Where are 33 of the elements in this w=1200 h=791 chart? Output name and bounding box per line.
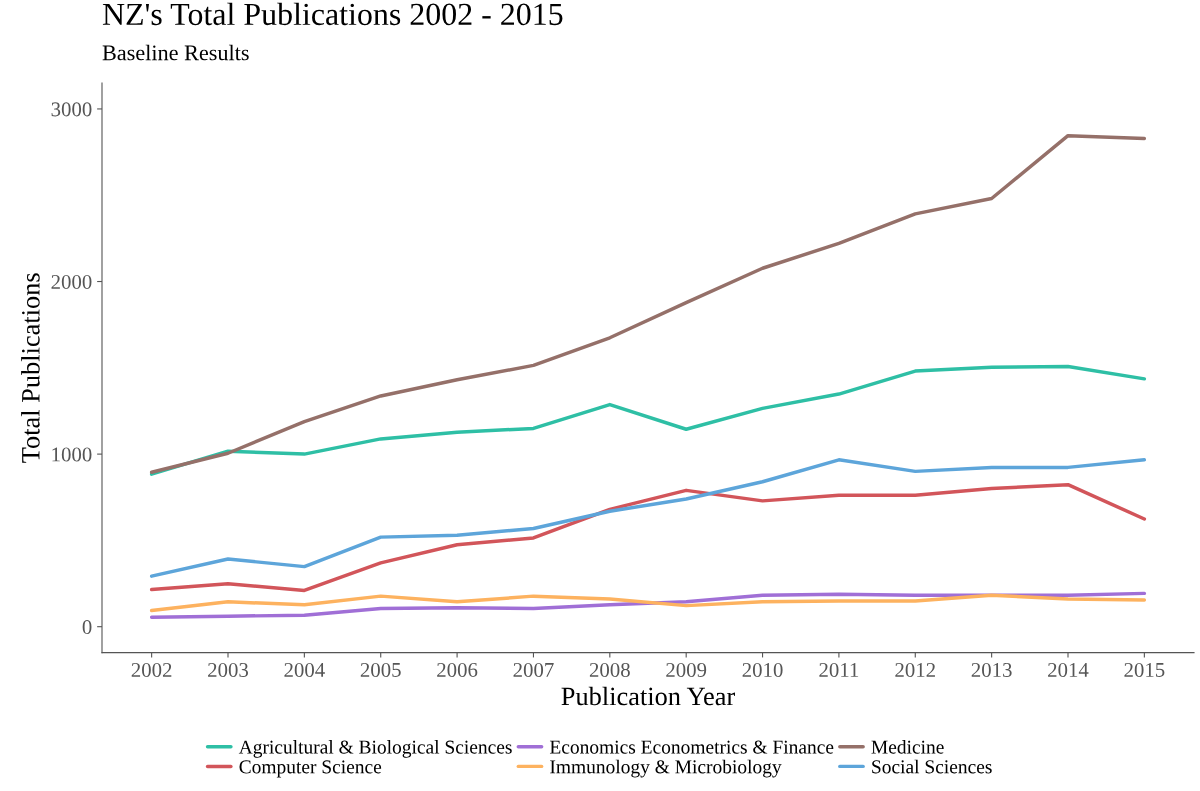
x-tick-label: 2013 xyxy=(971,662,1012,677)
x-tick-label: 2006 xyxy=(437,662,478,677)
x-tick-label: 2008 xyxy=(589,662,630,677)
x-tick-label: 2015 xyxy=(1124,662,1165,677)
line-series xyxy=(149,482,1147,593)
line-series xyxy=(149,458,1147,578)
legend-label: Social Sciences xyxy=(872,759,992,774)
line-series xyxy=(149,593,1147,613)
line-series xyxy=(149,364,1147,476)
chart-title: NZ's Total Publications 2002 - 2015 xyxy=(102,2,563,26)
y-tick-label: 3000 xyxy=(51,102,92,117)
x-tick-label: 2012 xyxy=(895,662,935,677)
x-tick-label: 2010 xyxy=(742,662,783,677)
y-tick-label: 1000 xyxy=(52,447,92,462)
legend-label: Medicine xyxy=(871,740,944,754)
x-tick-label: 2009 xyxy=(666,662,707,677)
legend-label: Immunology & Microbiology xyxy=(550,759,782,778)
x-tick-label: 2014 xyxy=(1048,662,1089,677)
x-tick-label: 2003 xyxy=(208,662,249,677)
x-axis-title: Publication Year xyxy=(561,686,735,706)
y-axis-title: Total Publications xyxy=(21,273,40,463)
legend-label: Economics Econometrics & Finance xyxy=(549,740,834,754)
chart-subtitle: Baseline Results xyxy=(102,44,249,61)
x-tick-label: 2005 xyxy=(360,662,401,677)
x-tick-label: 2011 xyxy=(819,662,859,677)
y-tick-label: 2000 xyxy=(51,274,92,289)
x-tick-label: 2007 xyxy=(513,662,554,677)
x-tick-label: 2004 xyxy=(284,662,325,677)
line-series xyxy=(149,133,1147,474)
y-tick-label: 0 xyxy=(82,620,92,635)
x-tick-label: 2002 xyxy=(131,662,172,677)
legend-label: Computer Science xyxy=(239,760,382,778)
legend-label: Agricultural & Biological Sciences xyxy=(238,740,512,758)
